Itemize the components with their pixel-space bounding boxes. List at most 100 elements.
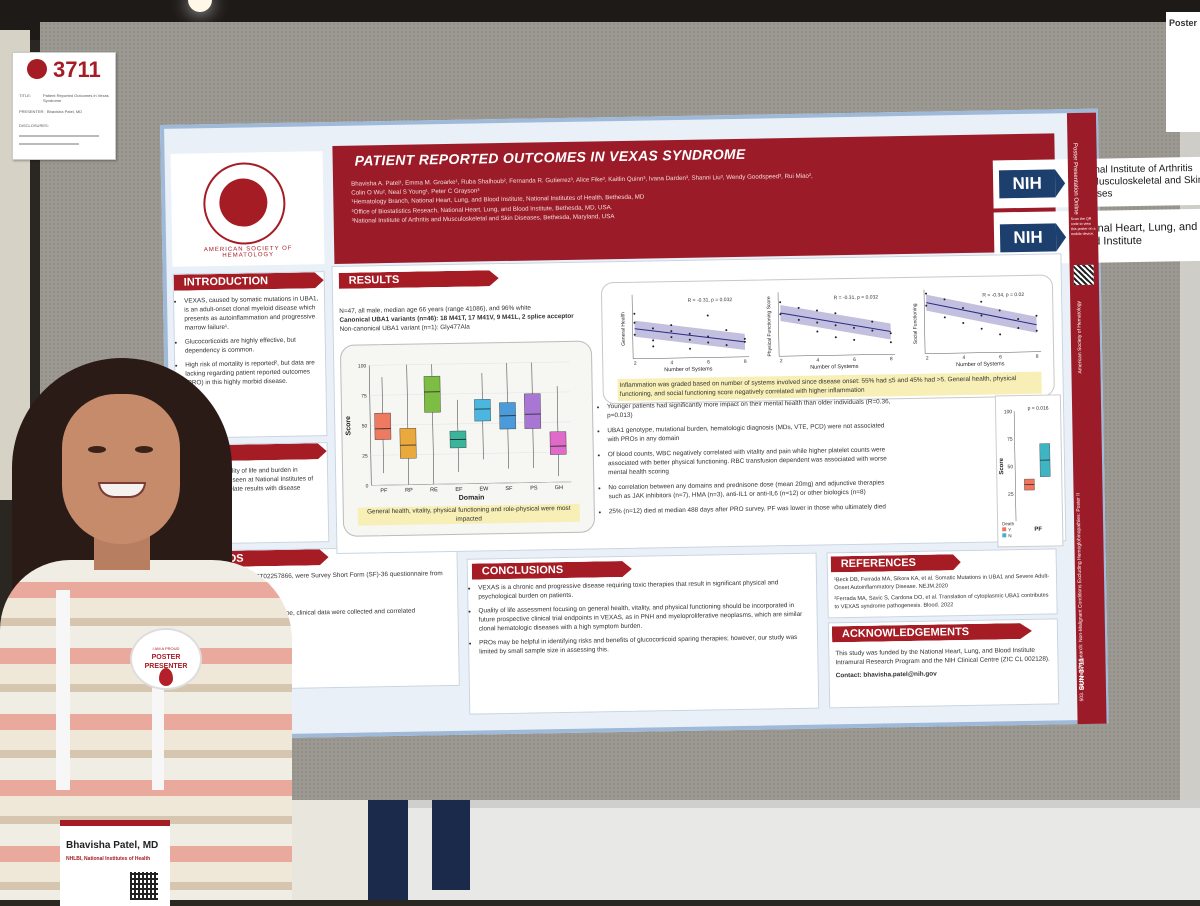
y-axis-label: Score: [345, 416, 352, 436]
presenter-label: PRESENTER:: [19, 109, 45, 114]
x-tick-label: PF: [380, 488, 388, 494]
finding-item: UBA1 genotype, mutational burden, hemato…: [607, 421, 897, 444]
x-tick-label: 8: [744, 359, 747, 365]
x-tick-label: 2: [926, 356, 929, 362]
y-tick-label: 25: [1008, 492, 1014, 498]
list-item: High risk of mortality is reported², but…: [185, 358, 325, 387]
x-axis: [779, 354, 895, 356]
booth-number-card: 3711 TITLE: Patient Reported Outcomes in…: [12, 52, 116, 160]
legend-label: N: [1008, 533, 1011, 538]
box: [375, 413, 391, 440]
x-tick-label: SF: [505, 486, 513, 492]
y-tick-label: 75: [361, 393, 367, 399]
finding-item: Of blood counts, WBC negatively correlat…: [608, 445, 898, 477]
y-tick-label: 100: [1004, 409, 1013, 415]
x-axis-label: Number of Systems: [956, 361, 1005, 368]
nih-arrow-icon: [1056, 223, 1066, 251]
finding-item: No correlation between any domains and p…: [608, 478, 898, 501]
divider: [19, 135, 99, 137]
author-block: Bhavisha A. Patel¹, Emma M. Groarke¹, Ru…: [351, 171, 822, 225]
data-point: [944, 316, 946, 318]
legend-swatch: [1002, 527, 1006, 531]
legend-swatch: [1002, 533, 1006, 537]
pin-text: I AM A PROUD POSTER PRESENTER: [132, 644, 200, 671]
reference-2: ²Ferrada MA, Savic S, Cardona DO, et al.…: [828, 590, 1056, 613]
data-point: [779, 301, 781, 303]
pin-line: I AM A PROUD: [132, 644, 200, 653]
data-point: [633, 313, 635, 315]
findings: Younger patients had significantly more …: [597, 397, 899, 522]
box: [424, 376, 441, 412]
ash-logo-icon: [27, 59, 47, 79]
x-axis-label: PF: [1034, 527, 1042, 533]
data-point: [725, 329, 727, 331]
ash-name: AMERICAN SOCIETY OF HEMATOLOGY: [198, 246, 298, 260]
data-point: [999, 333, 1001, 335]
abstract-code: SUN-3711: [1078, 658, 1086, 690]
x-tick-label: RE: [430, 487, 438, 493]
qr-code-icon[interactable]: [1074, 265, 1094, 285]
y-axis-label: General Health: [620, 312, 627, 346]
badge-org: NHLBI, National Institutes of Health: [66, 856, 150, 862]
y-tick-label: 100: [358, 363, 367, 369]
data-point: [652, 345, 654, 347]
data-point: [834, 312, 836, 314]
divider: [19, 143, 79, 145]
data-point: [707, 314, 709, 316]
legend-title: Death: [1002, 521, 1015, 526]
x-axis-label: Domain: [459, 494, 485, 501]
side-band-society: American Society of Hematology: [1076, 301, 1083, 374]
boxplot-caption: General health, vitality, physical funct…: [358, 504, 580, 526]
list-item: Glucocorticoids are highly effective, bu…: [185, 335, 325, 355]
x-tick-label: PS: [530, 485, 538, 491]
nih-badge: NIH: [1000, 223, 1056, 252]
references-heading: REFERENCES: [831, 554, 961, 572]
legend-label: Y: [1008, 527, 1011, 532]
list-item: VEXAS is a chronic and progressive disea…: [478, 578, 808, 602]
scatter-plots: 2 4 6 8 Number of Systems General Health R = -…: [602, 275, 1054, 378]
whisker: [557, 386, 559, 476]
title-value: Patient Reported Outcomes in Vexas Syndr…: [43, 93, 115, 103]
data-point: [689, 348, 691, 350]
adjacent-poster-card: Poster: [1166, 12, 1200, 132]
x-tick-label: 6: [707, 359, 710, 365]
list-item: Quality of life assessment focusing on g…: [478, 601, 808, 634]
x-tick-label: 4: [816, 358, 819, 364]
y-tick-label: 75: [1007, 437, 1013, 443]
acknowledgements-heading: ACKNOWLEDGEMENTS: [832, 623, 1032, 642]
y-axis: [1014, 411, 1016, 521]
annotation: R = -0.31, p = 0.032: [688, 297, 733, 304]
x-tick-label: 6: [853, 357, 856, 363]
x-axis: [633, 357, 749, 359]
x-tick-label: 4: [962, 355, 965, 361]
x-tick-label: 2: [634, 361, 637, 367]
x-tick-label: 8: [1036, 354, 1039, 360]
adjacent-card-title: Poster: [1169, 18, 1197, 28]
data-point: [853, 339, 855, 341]
side-band-qr-text: Scan the QR code to view this poster on …: [1071, 217, 1097, 237]
box: [474, 399, 490, 421]
introduction-heading: INTRODUCTION: [174, 272, 324, 291]
eye-icon: [135, 446, 153, 453]
pin-line: POSTER: [132, 653, 200, 662]
x-tick-label: 6: [999, 354, 1002, 360]
x-tick-label: EW: [479, 486, 489, 492]
y-axis: [632, 295, 633, 359]
box: [400, 428, 417, 458]
data-point: [816, 331, 818, 333]
cohort-summary: N=47, all male, median age 66 years (ran…: [339, 302, 629, 334]
bystander-leg: [432, 800, 470, 890]
title-label: TITLE:: [19, 93, 31, 98]
references-section: REFERENCES ¹Beck DB, Ferrada MA, Sikora …: [827, 548, 1058, 618]
list-item: PROs may be helpful in identifying risks…: [479, 633, 809, 657]
poster-title: PATIENT REPORTED OUTCOMES IN VEXAS SYNDR…: [355, 146, 746, 169]
y-tick-label: 50: [362, 423, 368, 429]
disclosures-label: DISCLOSURES:: [19, 123, 49, 128]
x-tick-label: 2: [780, 358, 783, 364]
data-point: [835, 336, 837, 338]
eye-icon: [88, 446, 106, 453]
data-point: [1035, 315, 1037, 317]
bystander-leg: [368, 800, 408, 900]
